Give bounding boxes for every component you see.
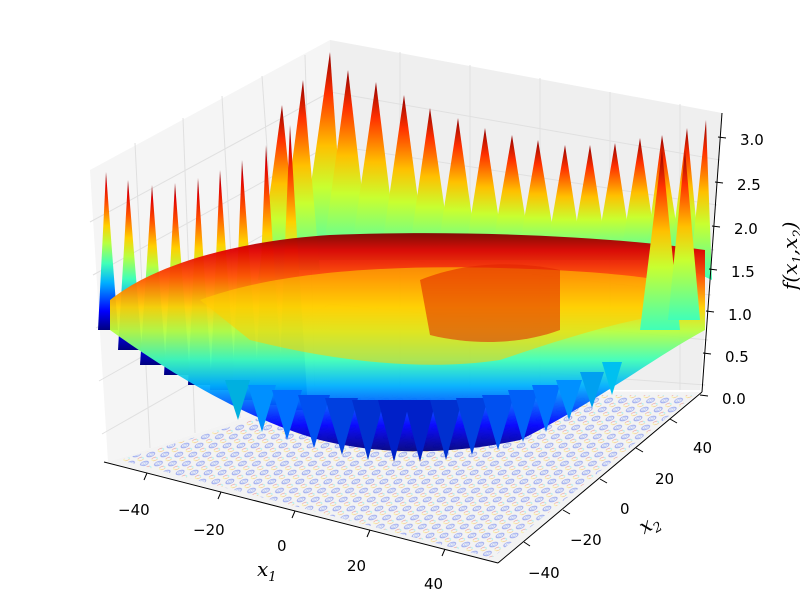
x-tick-label: −20	[193, 521, 225, 539]
svg-text:x1: x1	[257, 557, 277, 585]
x-axis-label: x1	[257, 557, 277, 585]
z-tick-label: 2.5	[737, 176, 761, 194]
x-tick-label: −40	[118, 501, 150, 519]
z-tick-label: 3.0	[740, 131, 764, 149]
y-axis-label: x2	[634, 508, 665, 542]
x-tick-label: 20	[347, 557, 366, 575]
z-tick-label: 0.0	[722, 390, 746, 408]
y-tick-label: 0	[620, 500, 630, 518]
y-axis-ticks	[523, 418, 678, 547]
svg-text:f(x1,x2): f(x1,x2)	[778, 222, 800, 293]
z-axis-tick-labels: 3.0 2.5 2.0 1.5 1.0 0.5 0.0	[722, 131, 764, 408]
z-axis-ticks	[699, 136, 727, 397]
z-tick-label: 0.5	[725, 348, 749, 366]
surface-front-valleys	[225, 362, 622, 462]
contour-projection	[120, 395, 695, 558]
z-tick-label: 1.0	[728, 306, 752, 324]
z-axis-label: f(x1,x2)	[778, 222, 800, 293]
z-tick-label: 1.5	[731, 263, 755, 281]
x-axis-tick-labels: −40 −20 0 20 40	[118, 501, 443, 593]
y-axis-line	[497, 391, 703, 564]
z-tick-label: 2.0	[734, 220, 758, 238]
surface-right-peaks	[640, 150, 700, 330]
svg-text:x2: x2	[634, 508, 665, 542]
x-axis-line	[103, 461, 499, 564]
x-tick-label: 0	[277, 537, 287, 555]
axis-lines	[103, 112, 723, 564]
surface-ridge-red	[420, 264, 560, 342]
y-tick-label: 40	[693, 439, 712, 457]
y-axis-tick-labels: −40 −20 0 20 40	[528, 439, 712, 582]
y-tick-label: −20	[570, 531, 602, 549]
x-tick-label: 40	[424, 575, 443, 593]
z-axis-line	[701, 112, 723, 393]
x-axis-ticks	[143, 472, 446, 557]
y-tick-label: 20	[655, 470, 674, 488]
y-tick-label: −40	[528, 564, 560, 582]
